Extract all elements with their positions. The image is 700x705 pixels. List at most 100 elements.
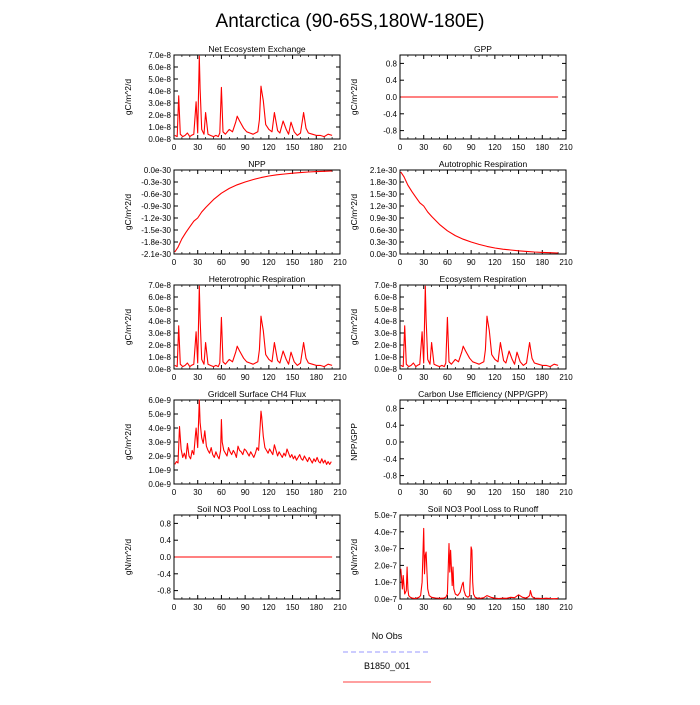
x-tick-label: 0 [398,603,403,612]
x-tick-label: 90 [241,258,250,267]
y-tick-label: -1.5e-30 [141,226,171,235]
chart-title: Soil NO3 Pool Loss to Leaching [197,504,317,514]
plot-frame [173,169,341,255]
x-tick-label: 0 [398,488,403,497]
x-tick-label: 0 [398,258,403,267]
chart-title: Autotrophic Respiration [439,159,528,169]
y-tick-label: 4.0e-9 [148,424,171,433]
y-tick-label: 0.3e-30 [370,238,398,247]
x-tick-label: 60 [443,603,452,612]
x-tick-label: 120 [262,603,276,612]
x-tick-label: 210 [559,143,573,152]
y-tick-label: 2.0e-8 [148,111,171,120]
y-tick-label: -0.8 [383,472,397,481]
chart-title: Carbon Use Efficiency (NPP/GPP) [418,389,548,399]
y-tick-label: 1.5e-30 [370,190,398,199]
x-tick-label: 90 [241,373,250,382]
x-tick-label: 180 [310,143,324,152]
y-tick-label: 1.2e-30 [370,202,398,211]
x-tick-label: 180 [310,373,324,382]
plot-frame [173,54,341,140]
x-tick-label: 0 [398,143,403,152]
x-tick-label: 60 [217,258,226,267]
x-tick-label: 120 [262,373,276,382]
y-tick-label: 1.0e-8 [148,123,171,132]
x-tick-label: 30 [419,603,428,612]
chart-panel: Gridcell Surface CH4 Flux gC/m^2/d 0 30 60 90… [123,389,347,497]
y-tick-label: -0.9e-30 [141,202,171,211]
x-tick-label: 90 [467,258,476,267]
x-tick-label: 210 [559,603,573,612]
x-tick-label: 150 [286,488,300,497]
y-axis-label: gC/m^2/d [123,194,133,230]
y-tick-label: 2.0e-7 [374,561,397,570]
y-tick-label: -0.6e-30 [141,190,171,199]
y-tick-label: 2.0e-8 [374,341,397,350]
y-tick-label: 0.0 [386,438,398,447]
y-axis-label: gN/m^2/d [349,539,359,575]
x-tick-label: 30 [193,258,202,267]
y-tick-label: -0.4 [383,110,397,119]
y-tick-label: 0.8 [160,519,172,528]
x-tick-label: 210 [333,603,347,612]
x-tick-label: 210 [333,373,347,382]
y-tick-label: -0.3e-30 [141,178,171,187]
x-tick-label: 180 [536,143,550,152]
x-tick-label: 30 [419,258,428,267]
series-line [174,399,332,465]
x-tick-label: 0 [172,488,177,497]
y-tick-label: 4.0e-8 [148,317,171,326]
x-tick-label: 120 [262,258,276,267]
chart-title: NPP [248,159,266,169]
x-tick-label: 210 [559,373,573,382]
chart-title: Net Ecosystem Exchange [208,44,306,54]
y-tick-label: 0.0e-30 [370,250,398,259]
y-tick-label: 0.4 [386,421,398,430]
x-tick-label: 210 [333,258,347,267]
x-tick-label: 210 [333,143,347,152]
plot-frame [399,399,567,485]
y-tick-label: 5.0e-8 [148,75,171,84]
legend-label: No Obs [372,631,403,641]
y-tick-label: 1.8e-30 [370,178,398,187]
y-tick-label: 0.0e-9 [148,480,171,489]
x-tick-label: 90 [241,488,250,497]
y-tick-label: 0.0 [386,93,398,102]
x-tick-label: 30 [193,603,202,612]
x-tick-label: 120 [488,603,502,612]
y-tick-label: 7.0e-8 [148,51,171,60]
y-tick-label: 3.0e-9 [148,438,171,447]
y-tick-label: 6.0e-8 [374,293,397,302]
y-tick-label: -1.2e-30 [141,214,171,223]
x-tick-label: 150 [512,258,526,267]
y-tick-label: -2.1e-30 [141,250,171,259]
x-tick-label: 30 [193,373,202,382]
chart-panel: Carbon Use Efficiency (NPP/GPP) NPP/GPP 0 3… [349,389,573,497]
y-tick-label: 0.0e-8 [148,365,171,374]
plot-frame [399,284,567,370]
x-tick-label: 150 [286,373,300,382]
x-tick-label: 0 [398,373,403,382]
y-tick-label: 0.9e-30 [370,214,398,223]
chart-panel: Net Ecosystem Exchange gC/m^2/d 0 30 60 90 120… [123,44,347,152]
y-tick-label: 6.0e-8 [148,63,171,72]
y-tick-label: 0.0e-7 [374,595,397,604]
x-tick-label: 0 [172,143,177,152]
x-tick-label: 90 [241,143,250,152]
figure-title: Antarctica (90-65S,180W-180E) [216,11,485,32]
chart-panel: Soil NO3 Pool Loss to Leaching gN/m^2/d 0 3… [123,504,347,612]
chart-panel: Soil NO3 Pool Loss to Runoff gN/m^2/d 0 30 6… [349,504,573,612]
x-tick-label: 90 [467,143,476,152]
y-tick-label: 2.1e-30 [370,166,398,175]
x-tick-label: 120 [488,258,502,267]
y-tick-label: 3.0e-8 [148,99,171,108]
y-tick-label: -0.4 [383,455,397,464]
plot-frame [399,514,567,600]
chart-panel: Autotrophic Respiration gC/m^2/d 0 30 60 90 12… [349,159,573,267]
y-tick-label: -0.8 [157,587,171,596]
x-tick-label: 0 [172,258,177,267]
y-axis-label: gC/m^2/d [123,309,133,345]
x-tick-label: 180 [310,488,324,497]
chart-panel: NPP gC/m^2/d 0 30 60 90 120 150 180 210 -2.1e-30 -1… [123,159,347,267]
